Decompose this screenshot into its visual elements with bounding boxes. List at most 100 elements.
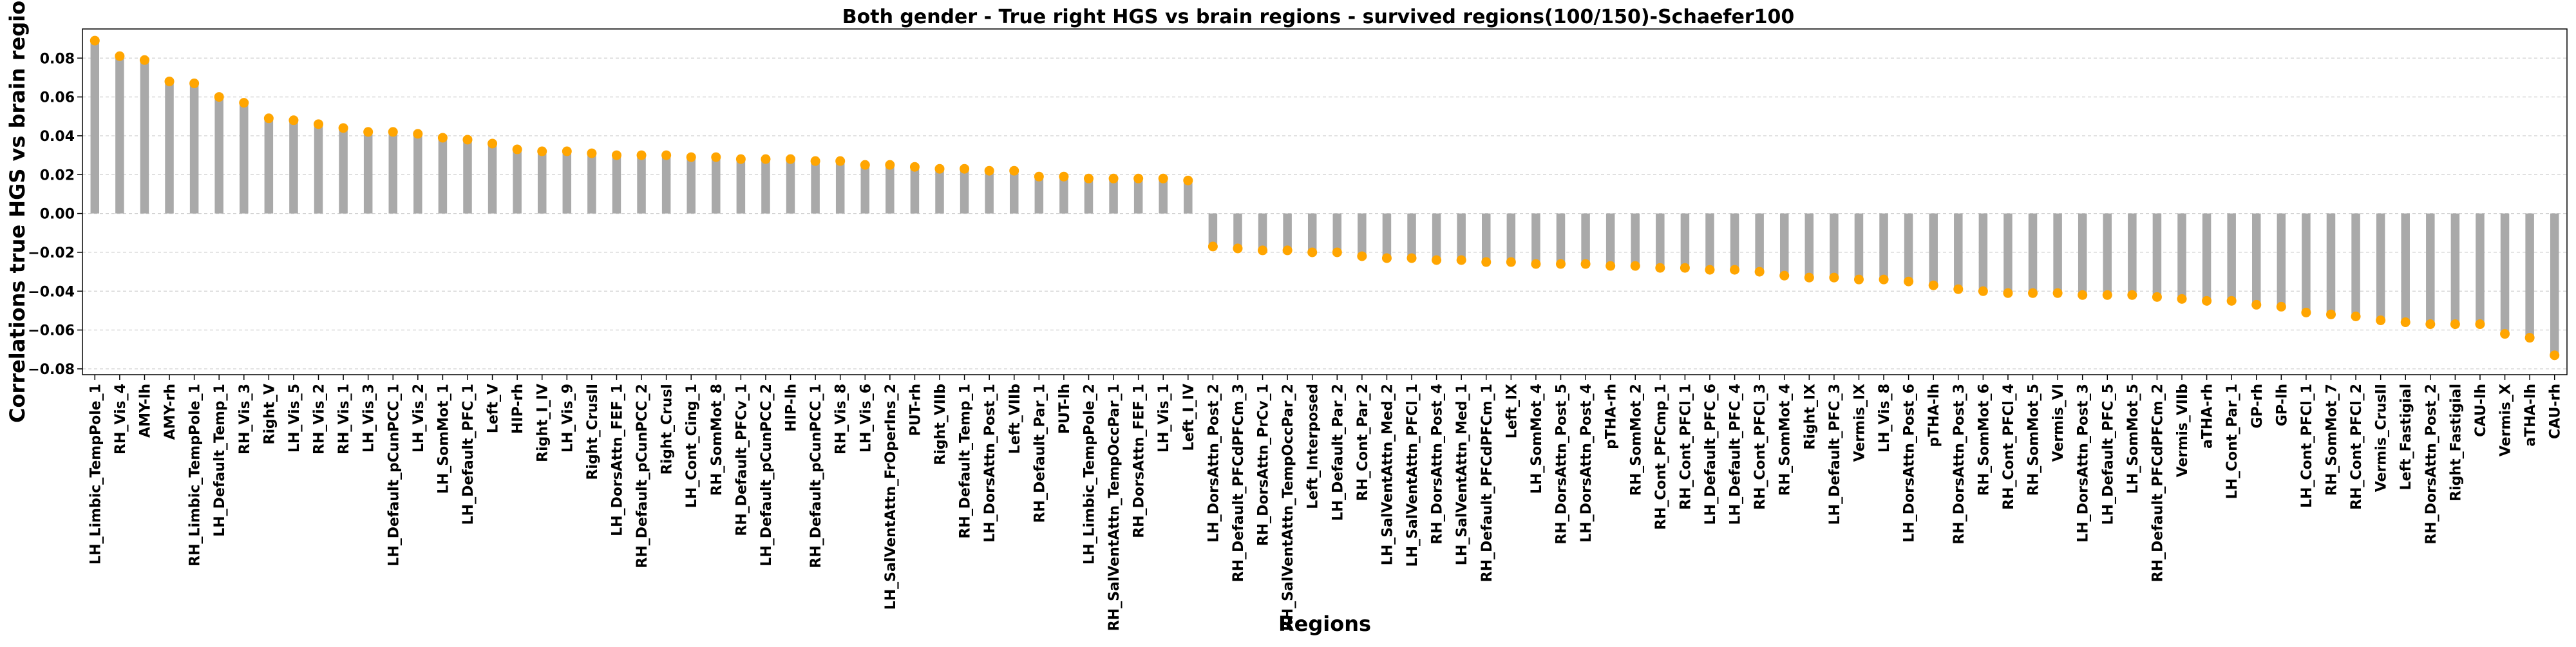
x-tick-label: CAU-rh bbox=[2548, 384, 2564, 439]
x-tick-label: RH_SomMot_4 bbox=[1777, 384, 1794, 496]
bar bbox=[811, 161, 820, 214]
bar bbox=[1556, 213, 1566, 265]
bar bbox=[960, 169, 969, 214]
bar bbox=[712, 157, 721, 214]
x-tick-label: RH_Cont_PFCmp_1 bbox=[1653, 384, 1669, 530]
bar bbox=[1009, 171, 1019, 214]
x-tick-label: RH_Cont_PFCl_4 bbox=[2001, 384, 2017, 510]
x-tick-label: LH_Default_Par_2 bbox=[1330, 384, 1346, 521]
x-tick-label: PUT-lh bbox=[1057, 384, 1073, 434]
value-marker bbox=[2351, 311, 2361, 321]
bar bbox=[2550, 213, 2559, 355]
bar bbox=[687, 157, 696, 214]
bar bbox=[314, 124, 323, 214]
x-tick-label: LH_SalVentAttn_PFCl_1 bbox=[1405, 384, 1421, 567]
grid-lines bbox=[82, 57, 2567, 370]
value-marker bbox=[1481, 257, 1492, 267]
y-tick-label: −0.02 bbox=[28, 245, 75, 261]
x-tick-label: RH_SalVentAttn_TempOccPar_1 bbox=[1106, 384, 1122, 631]
value-marker bbox=[909, 162, 920, 172]
bar bbox=[1358, 213, 1367, 256]
value-marker bbox=[860, 160, 870, 170]
value-marker bbox=[512, 144, 522, 155]
bar bbox=[240, 102, 249, 214]
y-tick-label: 0.06 bbox=[40, 90, 75, 106]
y-tick-label: 0.02 bbox=[40, 167, 75, 183]
bar bbox=[1705, 213, 1714, 270]
value-marker bbox=[1531, 259, 1541, 269]
x-tick-label: LH_Vis_1 bbox=[1156, 384, 1172, 453]
bar bbox=[438, 137, 448, 214]
value-marker bbox=[1332, 247, 1342, 258]
x-axis-label: Regions bbox=[1278, 612, 1371, 636]
value-marker bbox=[2500, 329, 2510, 339]
x-axis-ticks: LH_Limbic_TempPole_1 RH_Vis_4 AMY-lh AMY-rh… bbox=[88, 375, 2564, 631]
value-marker bbox=[562, 146, 572, 156]
x-tick-label: RH_Default_Par_1 bbox=[1032, 384, 1048, 523]
bar bbox=[2277, 213, 2286, 307]
bar bbox=[2028, 213, 2038, 294]
bar bbox=[165, 81, 174, 214]
value-marker bbox=[1705, 265, 1715, 275]
bar bbox=[2426, 213, 2435, 324]
x-tick-label: RH_Default_PFCv_1 bbox=[734, 384, 750, 536]
x-tick-label: Vermis_IX bbox=[1852, 384, 1868, 462]
value-marker bbox=[2524, 333, 2535, 343]
value-marker bbox=[2127, 290, 2137, 300]
x-tick-label: HIP-lh bbox=[784, 384, 800, 432]
x-tick-label: LH_Vis_5 bbox=[287, 384, 303, 453]
value-marker bbox=[2425, 319, 2436, 330]
x-tick-label: Right_V bbox=[261, 384, 278, 444]
bar bbox=[1830, 213, 1839, 278]
x-tick-label: PUT-rh bbox=[907, 384, 923, 436]
bar bbox=[1382, 213, 1392, 258]
value-marker bbox=[537, 146, 547, 156]
x-tick-label: RH_DorsAttn_Post_5 bbox=[1554, 384, 1570, 545]
bar bbox=[2202, 213, 2211, 301]
x-tick-label: LH_Cont_Par_1 bbox=[2224, 384, 2240, 499]
value-marker bbox=[934, 164, 945, 174]
x-tick-label: LH_Default_PFC_1 bbox=[460, 384, 477, 525]
value-marker bbox=[1083, 173, 1094, 183]
x-tick-label: LH_Vis_6 bbox=[858, 384, 874, 453]
bar bbox=[1954, 213, 1963, 290]
x-tick-label: RH_Vis_1 bbox=[336, 384, 352, 455]
x-tick-label: LH_DorsAttn_Post_1 bbox=[982, 384, 998, 543]
bar bbox=[1407, 213, 1416, 258]
value-marker bbox=[2301, 307, 2311, 317]
bar bbox=[2302, 213, 2311, 313]
x-tick-label: RH_SomMot_8 bbox=[709, 384, 725, 496]
x-tick-label: RH_Limbic_TempPole_1 bbox=[187, 384, 204, 567]
value-marker bbox=[2226, 295, 2237, 306]
bar bbox=[1084, 178, 1094, 214]
bar bbox=[1854, 213, 1864, 280]
value-marker bbox=[1953, 284, 1964, 294]
x-tick-label: LH_DorsAttn_FEF_1 bbox=[609, 384, 625, 536]
value-marker bbox=[289, 115, 299, 126]
x-tick-label: Left_V bbox=[486, 384, 502, 433]
bar bbox=[1109, 178, 1118, 214]
x-tick-label: Right_VIIb bbox=[933, 384, 949, 465]
x-tick-label: LH_DorsAttn_Post_6 bbox=[1902, 384, 1918, 543]
value-marker bbox=[686, 152, 696, 162]
value-marker bbox=[661, 150, 672, 160]
bar bbox=[463, 139, 472, 214]
bar bbox=[488, 143, 497, 214]
x-tick-label: Vermis_VIIb bbox=[2175, 384, 2191, 477]
bar bbox=[1506, 213, 1516, 263]
x-tick-label: LH_DorsAttn_Post_4 bbox=[1578, 384, 1595, 543]
x-tick-label: RH_SomMot_5 bbox=[2026, 384, 2042, 496]
bar bbox=[1208, 213, 1218, 247]
x-tick-label: RH_DorsAttn_Post_4 bbox=[1430, 384, 1446, 545]
value-marker bbox=[189, 78, 200, 88]
x-tick-label: LH_DorsAttn_Post_2 bbox=[1206, 384, 1222, 543]
bar bbox=[1730, 213, 1739, 270]
value-marker bbox=[1904, 276, 1914, 286]
y-tick-label: 0.00 bbox=[40, 207, 75, 223]
value-marker bbox=[314, 119, 324, 129]
bar bbox=[910, 167, 920, 214]
bar bbox=[214, 97, 223, 214]
bars bbox=[90, 41, 2559, 355]
x-tick-label: HIP-rh bbox=[510, 384, 526, 434]
